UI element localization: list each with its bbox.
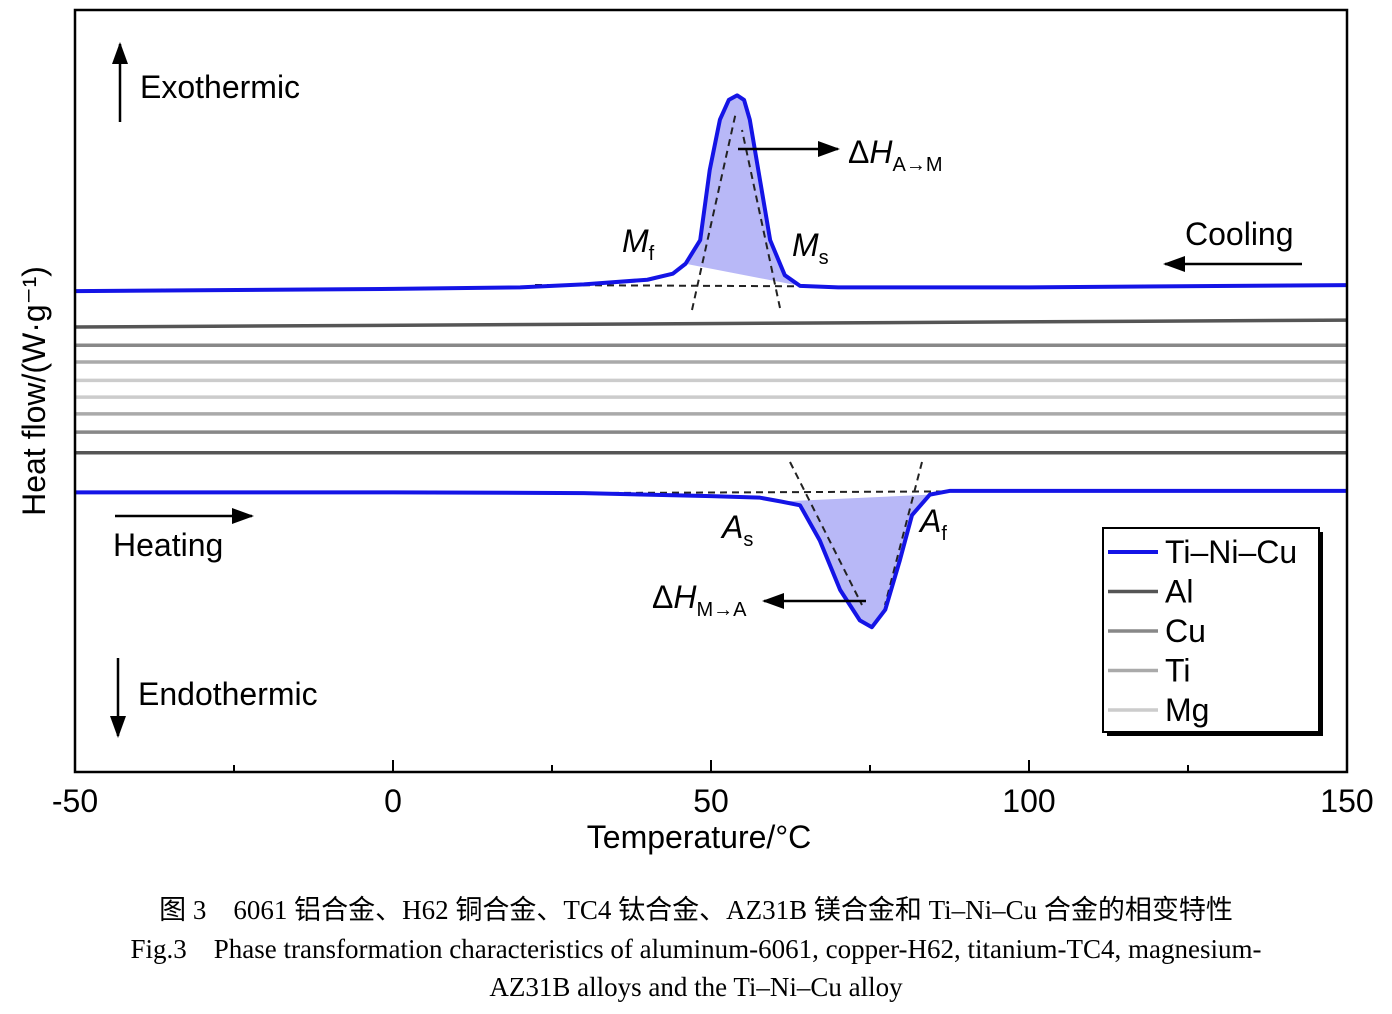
annotation-sub: A→M [892, 154, 942, 176]
plot-area [74, 95, 1348, 628]
annotation: Heating [113, 527, 223, 563]
annotation-main: A [918, 503, 941, 539]
legend-label: Mg [1165, 692, 1209, 728]
caption: 图 3 6061 铝合金、H62 铜合金、TC4 钛合金、AZ31B 镁合金和 … [159, 895, 1233, 925]
annotation-main: A [720, 509, 743, 545]
caption: AZ31B alloys and the Ti–Ni–Cu alloy [489, 972, 903, 1002]
annotations: Exothermic Endothermic Cooling Heating M… [113, 69, 1294, 712]
curves [74, 93, 1348, 630]
caption: Fig.3 Phase transformation characteristi… [131, 934, 1262, 964]
annotation-main: H [869, 134, 893, 170]
annotation: Exothermic [140, 69, 300, 105]
annotation-sub: s [819, 247, 829, 269]
annotation-prefix: Δ [652, 579, 673, 615]
annotation-main: M [622, 223, 649, 259]
annotation-sub: f [941, 523, 947, 545]
x-tick-label: 150 [1320, 783, 1373, 819]
series-line [74, 318, 1348, 329]
annotation-sub: s [743, 529, 753, 551]
legend-label: Cu [1165, 613, 1206, 649]
annotation-prefix: Δ [848, 134, 869, 170]
tangent-dash [789, 461, 863, 606]
x-tick-label: -50 [52, 783, 98, 819]
legend-label: Ti–Ni–Cu [1165, 534, 1297, 570]
peak-area [780, 494, 930, 628]
annotation: Ms [792, 227, 829, 269]
tangent-dash [884, 461, 923, 606]
annotation-main: M [792, 227, 819, 263]
tangent-dash [741, 129, 781, 309]
annotation-sub: f [649, 243, 655, 265]
annotation: Endothermic [138, 676, 318, 712]
tangent-dash [691, 111, 737, 311]
annotation: Cooling [1185, 216, 1294, 252]
y-axis-title: Heat flow/(W·g⁻¹) [16, 266, 52, 516]
arrows [110, 42, 1302, 738]
annotation: ΔHA→M [848, 134, 942, 176]
annotation: Af [918, 503, 947, 545]
x-tick-label: 0 [384, 783, 402, 819]
x-tick-label: 50 [693, 783, 729, 819]
x-axis-title: Temperature/°C [587, 819, 811, 855]
series-line [74, 93, 1348, 294]
series-line [75, 488, 1347, 630]
annotation: ΔHM→A [652, 579, 747, 621]
peak-area [685, 95, 801, 286]
x-tick-label: 100 [1002, 783, 1055, 819]
tangent-lines [534, 111, 1041, 606]
annotation-sub: M→A [696, 599, 747, 621]
legend-label: Ti [1165, 653, 1190, 689]
annotation: As [720, 509, 753, 551]
annotation-main: H [673, 579, 697, 615]
annotation: Mf [622, 223, 655, 265]
legend-label: Al [1165, 574, 1193, 610]
